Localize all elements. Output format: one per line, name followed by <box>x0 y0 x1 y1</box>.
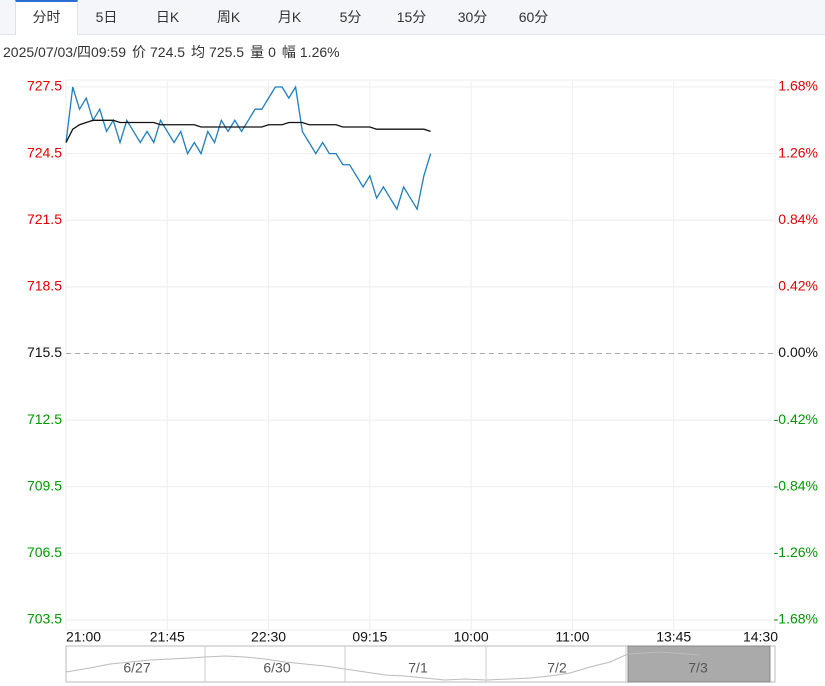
price-line <box>65 85 432 211</box>
x-tick-label: 21:00 <box>66 629 101 645</box>
y-tick-label: 712.5 <box>27 411 62 427</box>
navigator-date: 6/30 <box>263 660 290 676</box>
y2-tick-label: 0.42% <box>778 278 818 294</box>
x-tick-label: 21:45 <box>150 629 185 645</box>
tab[interactable]: 5日 <box>95 9 118 25</box>
y2-tick-label: -1.68% <box>774 611 818 627</box>
y2-tick-label: -0.42% <box>774 411 818 427</box>
average-line <box>65 119 431 143</box>
y-tick-label: 718.5 <box>27 278 62 294</box>
y-tick-label: 715.5 <box>27 344 62 360</box>
tab[interactable]: 分时 <box>15 0 78 35</box>
y-tick-label: 703.5 <box>27 611 62 627</box>
info-line: 2025/07/03/四09:59 价 724.5 均 725.5 量 0 幅 1.26% <box>3 42 346 62</box>
tab[interactable]: 60分 <box>518 9 549 25</box>
navigator <box>65 645 776 683</box>
info-value: 724.5 <box>150 44 186 60</box>
tab[interactable]: 15分 <box>396 9 427 25</box>
info-label: 幅 <box>281 44 296 60</box>
y2-tick-label: 0.84% <box>778 211 818 227</box>
tab[interactable]: 月K <box>277 9 302 25</box>
y2-tick-label: -0.84% <box>774 477 818 493</box>
tab[interactable]: 30分 <box>457 9 488 25</box>
info-label: 均 <box>191 44 206 60</box>
info-label: 量 <box>250 44 265 60</box>
y-tick-label: 721.5 <box>27 211 62 227</box>
y-tick-label: 709.5 <box>27 477 62 493</box>
x-tick-label: 09:15 <box>352 629 387 645</box>
navigator-line <box>65 651 701 681</box>
navigator-selection[interactable] <box>627 645 771 683</box>
info-value: 1.26% <box>299 44 340 60</box>
navigator-date: 6/27 <box>123 660 150 676</box>
tab[interactable]: 日K <box>155 9 180 25</box>
tab[interactable]: 周K <box>216 9 241 25</box>
x-tick-label: 14:30 <box>743 629 778 645</box>
y2-tick-label: 0.00% <box>778 344 818 360</box>
y2-tick-label: -1.26% <box>774 544 818 560</box>
info-value: 725.5 <box>209 44 245 60</box>
info-label: 价 <box>132 44 146 60</box>
info-value: 0 <box>268 44 276 60</box>
x-tick-label: 22:30 <box>251 629 286 645</box>
y2-tick-label: 1.26% <box>778 144 818 160</box>
y-tick-label: 724.5 <box>27 144 62 160</box>
datetime: 2025/07/03/四09:59 <box>3 44 126 60</box>
tab[interactable]: 5分 <box>339 9 362 25</box>
navigator-date: 7/3 <box>688 660 708 676</box>
tab-bar: 分时 5日 日K 周K 月K 5分 15分 30分 60分 <box>0 0 825 35</box>
y-tick-label: 706.5 <box>27 544 62 560</box>
x-tick-label: 11:00 <box>555 629 589 645</box>
navigator-separators <box>204 646 627 682</box>
navigator-date: 7/1 <box>408 660 428 676</box>
y-tick-label: 727.5 <box>27 78 62 94</box>
y2-tick-label: 1.68% <box>778 78 818 94</box>
plot-frame <box>65 79 776 631</box>
navigator-date: 7/2 <box>547 660 567 676</box>
x-tick-label: 13:45 <box>656 629 691 645</box>
x-tick-label: 10:00 <box>454 629 489 645</box>
